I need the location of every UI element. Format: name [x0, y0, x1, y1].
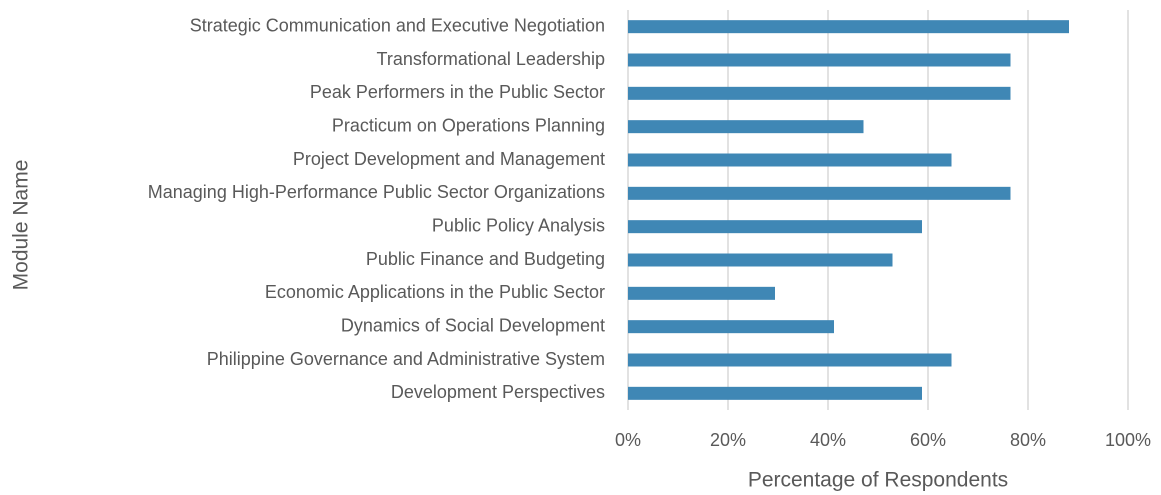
y-tick-label: Managing High-Performance Public Sector …	[148, 182, 605, 202]
bar	[628, 153, 952, 167]
y-tick-label: Practicum on Operations Planning	[332, 115, 605, 135]
y-tick-label: Dynamics of Social Development	[341, 315, 605, 335]
bar	[628, 20, 1069, 34]
bar	[628, 86, 1011, 100]
bar	[628, 53, 1011, 67]
y-tick-label: Public Policy Analysis	[432, 215, 605, 235]
x-tick-label: 100%	[1105, 430, 1151, 450]
bar	[628, 320, 834, 334]
y-tick-label: Project Development and Management	[293, 149, 605, 169]
y-axis-label: Module Name	[10, 160, 33, 291]
y-tick-label: Economic Applications in the Public Sect…	[265, 282, 605, 302]
y-tick-label: Development Perspectives	[391, 382, 605, 402]
x-tick-label: 40%	[810, 430, 846, 450]
y-tick-label: Peak Performers in the Public Sector	[310, 82, 605, 102]
bar	[628, 120, 864, 134]
y-tick-label: Transformational Leadership	[377, 49, 605, 69]
bar	[628, 220, 922, 234]
bar	[628, 386, 922, 400]
bar	[628, 186, 1011, 200]
x-tick-label: 60%	[910, 430, 946, 450]
y-tick-label: Public Finance and Budgeting	[366, 249, 605, 269]
x-tick-label: 0%	[615, 430, 641, 450]
y-tick-label: Strategic Communication and Executive Ne…	[190, 15, 605, 35]
bar	[628, 253, 893, 267]
x-tick-label: 20%	[710, 430, 746, 450]
x-tick-label: 80%	[1010, 430, 1046, 450]
bar	[628, 353, 952, 367]
y-tick-label: Philippine Governance and Administrative…	[207, 349, 605, 369]
bar	[628, 286, 775, 300]
x-axis-label: Percentage of Respondents	[748, 469, 1008, 492]
